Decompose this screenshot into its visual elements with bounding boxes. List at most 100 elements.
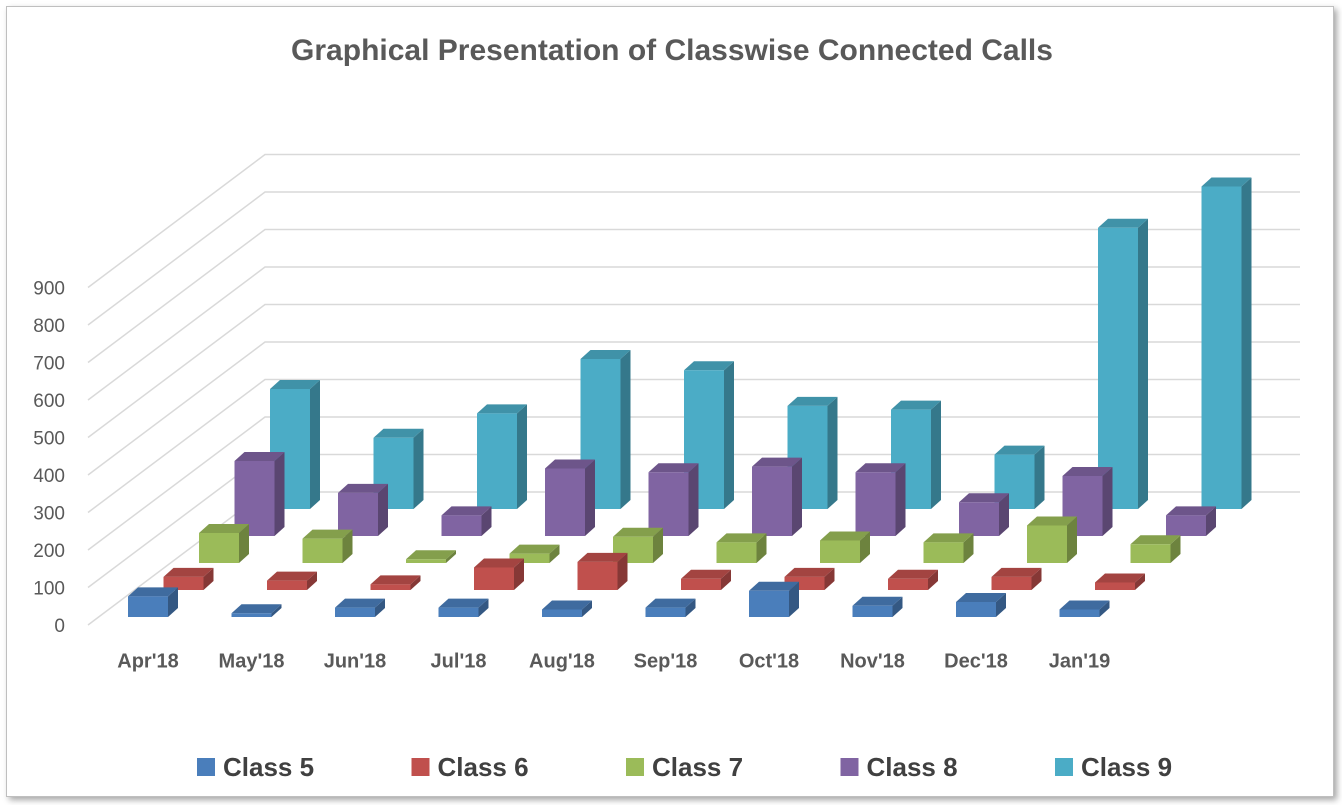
legend-label: Class 9 (1081, 752, 1172, 782)
bar-side (860, 531, 870, 563)
bar-side (827, 396, 838, 509)
bar-top (406, 550, 456, 560)
bar (648, 463, 699, 536)
bar-top (577, 552, 628, 562)
bar-front (474, 567, 514, 590)
bar (1059, 600, 1110, 617)
bar-top (163, 567, 214, 577)
bar-top (716, 533, 767, 543)
bar-front (648, 472, 689, 536)
bar (302, 529, 353, 563)
bar-side (239, 524, 249, 563)
bar-top (1130, 535, 1181, 545)
bar (1098, 218, 1148, 509)
bar-front (749, 590, 789, 617)
legend-swatch (840, 758, 859, 776)
bar (888, 569, 938, 590)
x-tick-label: Sep'18 (634, 650, 698, 672)
bar (370, 575, 421, 590)
bar (1201, 177, 1252, 509)
bar-top (613, 527, 663, 537)
bar-side (1031, 567, 1042, 590)
bar-top (542, 600, 592, 610)
bar-side (307, 571, 317, 590)
bar-top (681, 569, 731, 579)
bar (438, 598, 489, 617)
bar (959, 493, 1009, 536)
bar-side (1241, 177, 1252, 509)
bar (545, 459, 595, 536)
bar (234, 452, 285, 536)
bar-front (477, 413, 517, 509)
bar-front (438, 607, 479, 617)
bar-top (270, 380, 320, 389)
x-tick-label: Aug'18 (529, 650, 595, 672)
legend-label: Class 8 (867, 752, 958, 782)
bar (923, 533, 974, 563)
bar-top (438, 598, 489, 608)
bar (716, 533, 767, 563)
bar-top (338, 483, 388, 493)
bar (1027, 516, 1077, 563)
bar-front (1166, 515, 1206, 536)
bar-side (1102, 467, 1113, 536)
bar-side (721, 569, 731, 590)
bar (681, 569, 731, 590)
bar-side (688, 463, 699, 536)
bar-side (724, 361, 734, 509)
bar-top (128, 587, 178, 597)
y-tick-label: 300 (33, 504, 65, 525)
legend-swatch (411, 758, 430, 776)
bar-top (855, 463, 906, 473)
bar-front (163, 576, 204, 590)
bar-side (481, 506, 492, 536)
bar-front (1201, 186, 1242, 509)
legend-label: Class 5 (223, 752, 314, 782)
bar-front (752, 466, 792, 536)
bar-front (1098, 227, 1138, 509)
bar-side (617, 552, 628, 590)
bar-side (792, 457, 802, 536)
x-tick-label: May'18 (219, 650, 285, 672)
bar-top (749, 581, 799, 591)
legend-label: Class 6 (438, 752, 529, 782)
bar-side (168, 587, 178, 617)
bar (749, 581, 799, 617)
bar-side (375, 598, 385, 617)
bar-front (545, 468, 585, 536)
bar-top (923, 533, 974, 543)
bar-top (1059, 600, 1110, 610)
bar-top (1166, 506, 1216, 516)
bar-side (549, 544, 560, 563)
bar-front (128, 596, 168, 617)
x-tick-label: Oct'18 (739, 650, 799, 672)
grid-line (87, 378, 1300, 514)
bar-side (931, 400, 941, 509)
bar-side (274, 452, 285, 536)
bar-front (820, 540, 860, 563)
bar-front (577, 561, 618, 590)
bar-front (338, 492, 378, 536)
chart-title: Graphical Presentation of Classwise Conn… (291, 34, 1053, 67)
bar-side (413, 428, 424, 509)
bar (852, 596, 903, 617)
bar-top (891, 400, 941, 410)
bar-top (1201, 177, 1252, 187)
bar-top (477, 404, 527, 414)
y-tick-label: 200 (33, 541, 65, 562)
bar-side (963, 533, 974, 563)
bar-top (956, 593, 1006, 602)
grid-line (87, 228, 1300, 364)
x-tick-label: Dec'18 (944, 650, 1008, 672)
bar (267, 571, 317, 590)
bar (477, 404, 527, 509)
bar-side (999, 493, 1009, 536)
bar-front (302, 538, 343, 563)
bar-top (991, 567, 1042, 577)
bar-side (1067, 516, 1077, 563)
bar-top (545, 459, 595, 469)
bar-front (855, 472, 896, 536)
bar-front (406, 559, 446, 563)
bar (580, 350, 631, 509)
